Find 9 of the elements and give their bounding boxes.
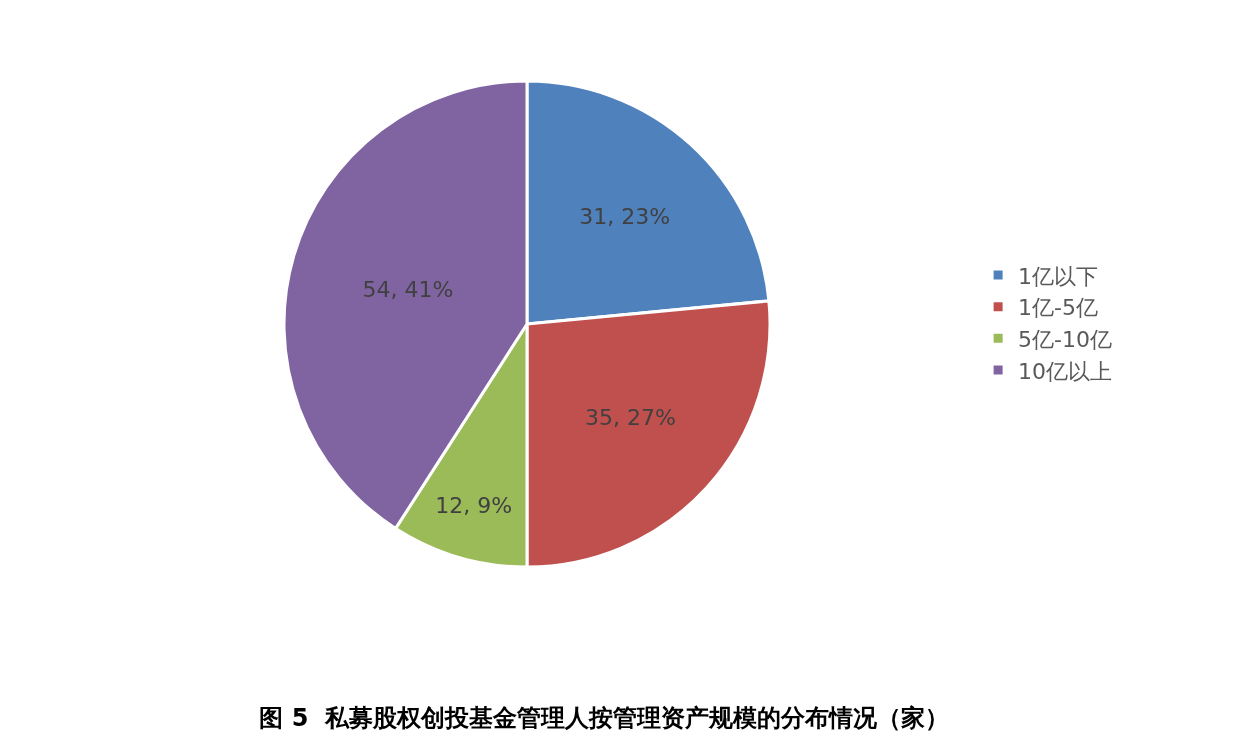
data-label: 12, 9% bbox=[435, 493, 513, 519]
legend-label: 5亿-10亿 bbox=[1018, 326, 1113, 352]
data-label: 35, 27% bbox=[584, 405, 676, 431]
legend-label: 1亿-5亿 bbox=[1018, 295, 1099, 321]
data-label: 31, 23% bbox=[579, 204, 671, 229]
legend-label: 10亿以上 bbox=[1018, 358, 1113, 384]
data-label: 54, 41% bbox=[362, 276, 454, 302]
text: 图 5 私募股权创投基金管理人按管理资产规模的分布情况（家） bbox=[259, 704, 950, 733]
legend-label: 1亿以下 bbox=[1018, 263, 1099, 289]
